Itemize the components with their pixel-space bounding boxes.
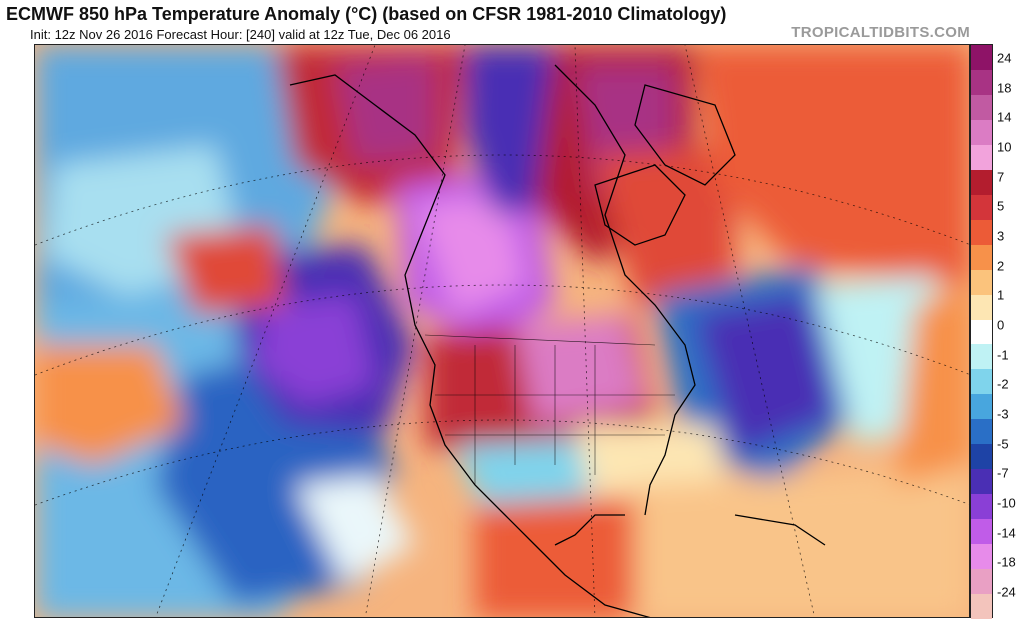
colorbar-swatch — [971, 469, 992, 495]
colorbar-swatch — [971, 369, 992, 395]
colorbar-tick-label: 0 — [997, 317, 1005, 333]
colorbar-tick-label: -1 — [997, 347, 1009, 363]
colorbar-swatch — [971, 269, 992, 296]
colorbar-tick-label: 24 — [997, 50, 1012, 66]
colorbar-tick-label: 1 — [997, 287, 1005, 303]
colorbar-tick-label: -5 — [997, 436, 1009, 452]
colorbar-swatch — [971, 294, 992, 321]
chart-title: ECMWF 850 hPa Temperature Anomaly (°C) (… — [6, 4, 727, 24]
colorbar-tick-label: -3 — [997, 406, 1009, 422]
colorbar-swatch — [971, 219, 992, 246]
colorbar-tick-label: -7 — [997, 465, 1009, 481]
colorbar-tick-label: 10 — [997, 139, 1012, 155]
colorbar-tick-label: 3 — [997, 228, 1005, 244]
colorbar-swatch — [971, 69, 992, 96]
colorbar-tick-label: -14 — [997, 525, 1016, 541]
colorbar-swatch — [971, 569, 992, 595]
colorbar-tick-label: 5 — [997, 198, 1005, 214]
colorbar-swatch — [971, 244, 992, 271]
colorbar-swatch — [971, 144, 992, 171]
colorbar-tick-label: 2 — [997, 258, 1005, 274]
anomaly-map — [34, 44, 970, 618]
colorbar-swatch — [971, 94, 992, 121]
colorbar-swatch — [971, 494, 992, 520]
colorbar-swatch — [971, 169, 992, 196]
graticule — [35, 45, 969, 617]
coastlines — [289, 64, 826, 617]
colorbar-tick-label: 7 — [997, 169, 1005, 185]
colorbar-swatch — [971, 344, 992, 370]
colorbar-swatch — [971, 419, 992, 445]
colorbar-tick-label: -18 — [997, 554, 1016, 570]
colorbar-swatch — [971, 394, 992, 420]
colorbar-swatch — [971, 119, 992, 146]
colorbar-tick-label: 14 — [997, 109, 1012, 125]
colorbar-swatch — [971, 519, 992, 545]
colorbar-swatch — [971, 544, 992, 570]
colorbar-swatch — [971, 194, 992, 221]
colorbar-tick-label: -10 — [997, 495, 1016, 511]
colorbar-tick-label: -2 — [997, 376, 1009, 392]
anomaly-field — [35, 45, 969, 617]
chart-subtitle: Init: 12z Nov 26 2016 Forecast Hour: [24… — [30, 27, 451, 42]
colorbar-swatch — [971, 45, 992, 71]
anomaly-map-canvas — [35, 45, 969, 617]
colorbar-swatch — [971, 444, 992, 470]
colorbar — [970, 44, 993, 620]
brand-watermark: TROPICALTIDBITS.COM — [791, 24, 970, 41]
colorbar-swatch — [971, 594, 992, 620]
colorbar-tick-label: -24 — [997, 584, 1016, 600]
colorbar-swatch — [971, 319, 992, 345]
colorbar-tick-label: 18 — [997, 80, 1012, 96]
borders — [424, 334, 675, 485]
